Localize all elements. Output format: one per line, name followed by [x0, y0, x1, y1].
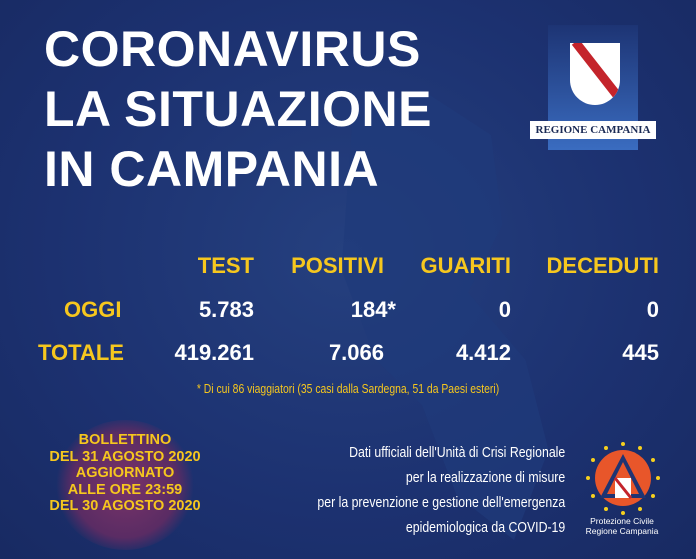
protezione-civile-label: Protezione Civile Regione Campania — [572, 516, 672, 536]
header-test: TEST — [197, 253, 254, 278]
header-deceduti: DECEDUTI — [546, 253, 659, 278]
info-line: per la realizzazione di misure — [405, 469, 565, 486]
bulletin-line: ALLE ORE 23:59 — [67, 481, 183, 498]
bulletin-line: AGGIORNATO — [75, 465, 175, 481]
title-line-1: CORONAVIRUS — [44, 21, 421, 77]
oggi-test: 5.783 — [198, 297, 254, 322]
info-line: epidemiologica da COVID-19 — [405, 519, 565, 536]
header-guariti: GUARITI — [420, 253, 511, 278]
oggi-deceduti: 0 — [646, 297, 659, 322]
virus-icon — [55, 420, 195, 550]
totale-deceduti: 445 — [622, 340, 659, 365]
info-text: Dati ufficiali dell'Unità di Crisi Regio… — [317, 440, 565, 540]
totale-positivi: 7.066 — [328, 340, 384, 365]
pc-label-line: Regione Campania — [585, 526, 659, 536]
pc-label-line: Protezione Civile — [590, 516, 654, 526]
oggi-guariti: 0 — [498, 297, 511, 322]
bulletin: BOLLETTINO DEL 31 AGOSTO 2020 AGGIORNATO… — [30, 432, 220, 515]
campania-shield-icon — [570, 43, 620, 105]
header-positivi: POSITIVI — [291, 253, 384, 278]
regione-campania-logo: REGIONE CAMPANIA — [530, 25, 656, 150]
row-label-oggi: OGGI — [64, 297, 122, 322]
logo-label: REGIONE CAMPANIA — [530, 121, 656, 139]
info-line: per la prevenzione e gestione dell'emerg… — [317, 494, 565, 511]
row-label-totale: TOTALE — [38, 340, 124, 365]
totale-guariti: 4.412 — [455, 340, 511, 365]
bulletin-line: DEL 30 AGOSTO 2020 — [49, 498, 201, 514]
totale-test: 419.261 — [174, 340, 254, 365]
info-line: Dati ufficiali dell'Unità di Crisi Regio… — [348, 444, 565, 461]
title-line-2: LA SITUAZIONE — [44, 81, 432, 137]
title-line-3: IN CAMPANIA — [44, 141, 380, 197]
protezione-civile-icon — [586, 442, 660, 515]
oggi-positivi: 184* — [350, 297, 396, 322]
footnote: * Di cui 86 viaggiatori (35 casi dalla S… — [196, 381, 500, 396]
bulletin-line: DEL 31 AGOSTO 2020 — [49, 448, 201, 465]
bulletin-line: BOLLETTINO — [78, 432, 172, 448]
